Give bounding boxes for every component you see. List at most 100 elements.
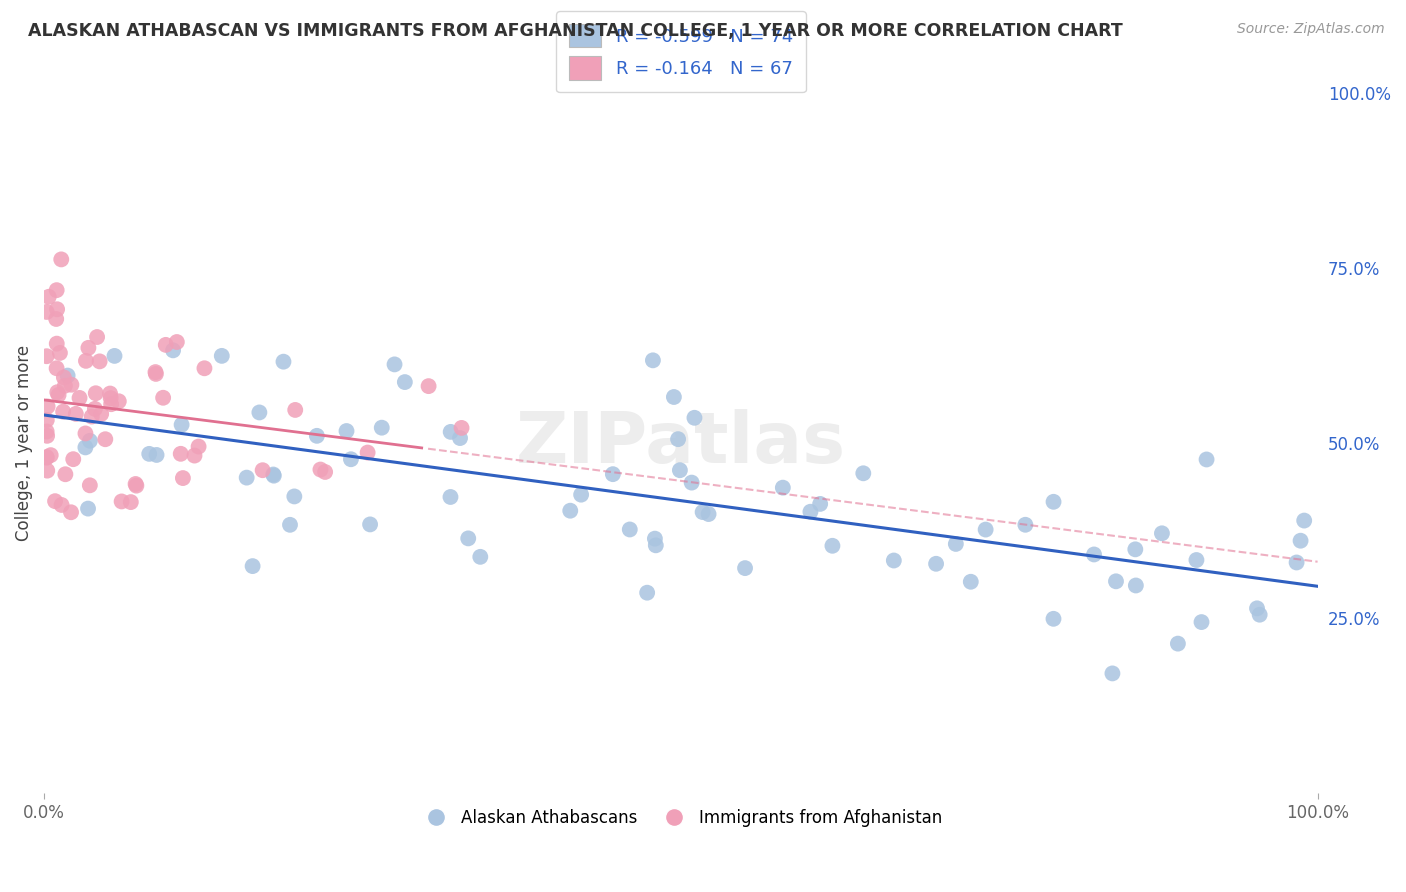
Point [560,504,582,518]
Point [681,475,703,490]
Point [60,377,83,392]
Point [335,424,357,438]
Point [37,429,59,443]
Point [52,370,75,384]
Point [155,338,177,352]
Point [883,553,905,567]
Point [619,523,641,537]
Legend: Alaskan Athabascans, Immigrants from Afghanistan: Alaskan Athabascans, Immigrants from Afg… [413,802,949,833]
Point [470,549,492,564]
Point [669,463,692,477]
Point [1123,542,1146,557]
Point [145,367,167,381]
Point [45,336,67,351]
Point [107,394,129,409]
Point [1249,607,1271,622]
Point [1285,556,1308,570]
Point [569,488,592,502]
Point [35,305,58,319]
Point [125,478,148,492]
Point [1042,495,1064,509]
Text: Source: ZipAtlas.com: Source: ZipAtlas.com [1237,22,1385,37]
Point [49,346,72,360]
Point [1042,612,1064,626]
Point [100,391,122,405]
Point [1105,574,1128,589]
Point [450,421,472,435]
Point [641,353,664,368]
Point [84,386,107,401]
Point [37,464,59,478]
Text: ALASKAN ATHABASCAN VS IMMIGRANTS FROM AFGHANISTAN COLLEGE, 1 YEAR OR MORE CORREL: ALASKAN ATHABASCAN VS IMMIGRANTS FROM AF… [28,22,1123,40]
Point [662,390,685,404]
Point [35,413,58,427]
Point [48,388,70,402]
Point [45,312,67,326]
Point [83,401,105,416]
Point [1167,637,1189,651]
Point [340,452,363,467]
Point [98,386,121,401]
Point [1195,452,1218,467]
Point [1191,615,1213,629]
Point [697,507,720,521]
Point [418,379,440,393]
Point [69,391,91,405]
Point [1083,548,1105,562]
Point [166,334,188,349]
Point [247,405,270,419]
Point [51,498,73,512]
Point [45,361,67,376]
Point [262,467,284,482]
Point [86,330,108,344]
Point [44,494,66,508]
Point [35,450,58,465]
Point [51,252,73,267]
Point [263,468,285,483]
Point [959,574,981,589]
Point [53,378,76,392]
Point [1289,533,1312,548]
Point [734,561,756,575]
Point [193,361,215,376]
Point [384,358,406,372]
Point [772,481,794,495]
Point [1150,526,1173,541]
Point [138,447,160,461]
Point [80,409,103,424]
Point [242,559,264,574]
Point [602,467,624,482]
Point [183,449,205,463]
Point [309,462,332,476]
Point [53,467,76,482]
Point [359,517,381,532]
Point [75,441,97,455]
Point [235,470,257,484]
Point [56,368,79,383]
Point [644,538,666,552]
Point [46,302,69,317]
Point [449,431,471,445]
Point [187,440,209,454]
Point [799,505,821,519]
Point [1185,553,1208,567]
Point [100,397,122,411]
Point [37,400,59,414]
Point [1014,517,1036,532]
Point [636,585,658,599]
Point [124,477,146,491]
Point [278,517,301,532]
Point [60,505,83,519]
Point [1101,666,1123,681]
Point [94,432,117,446]
Point [1246,601,1268,615]
Point [666,432,689,446]
Point [945,537,967,551]
Point [35,425,58,439]
Point [35,450,58,464]
Point [394,375,416,389]
Point [38,290,60,304]
Point [79,434,101,448]
Point [440,425,463,439]
Point [110,494,132,508]
